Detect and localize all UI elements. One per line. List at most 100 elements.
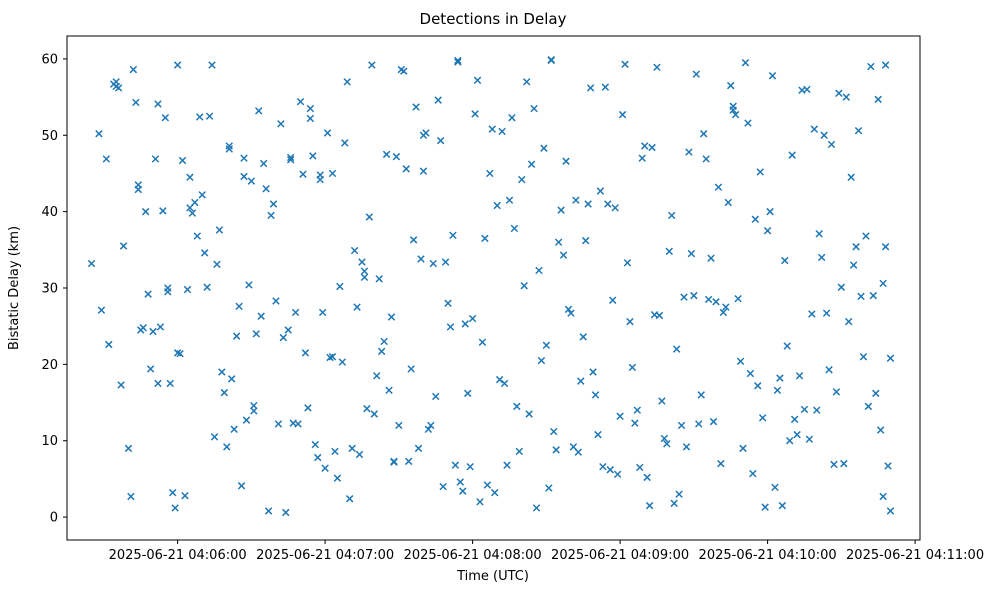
scatter-marker	[621, 60, 629, 68]
scatter-marker	[690, 291, 698, 300]
scatter-marker	[451, 461, 460, 469]
scatter-marker	[537, 356, 546, 365]
scatter-marker	[444, 299, 452, 308]
scatter-marker	[119, 242, 128, 250]
scatter-marker	[176, 349, 184, 358]
scatter-marker	[540, 144, 548, 152]
scatter-marker	[424, 425, 433, 434]
scatter-marker	[778, 501, 787, 510]
scatter-marker	[518, 175, 526, 184]
scatter-marker	[314, 453, 322, 462]
scatter-marker	[859, 352, 868, 361]
scatter-marker	[124, 444, 133, 453]
plot-background	[67, 36, 920, 540]
scatter-marker	[692, 70, 701, 78]
scatter-marker	[161, 113, 170, 122]
scatter-marker	[360, 267, 369, 275]
scatter-marker	[554, 238, 563, 246]
scatter-marker	[758, 414, 767, 422]
scatter-marker	[149, 327, 157, 336]
scatter-marker	[476, 498, 484, 506]
scatter-marker	[685, 148, 693, 156]
scatter-marker	[390, 457, 398, 466]
scatter-marker	[623, 259, 632, 267]
scatter-marker	[872, 389, 880, 398]
scatter-marker	[687, 249, 696, 258]
scatter-marker	[97, 306, 106, 314]
scatter-marker	[736, 357, 745, 366]
scatter-marker	[697, 391, 705, 399]
scatter-marker	[643, 473, 651, 482]
scatter-marker	[282, 508, 290, 517]
scatter-marker	[269, 200, 278, 208]
scatter-marker	[702, 155, 710, 163]
scatter-marker	[456, 478, 465, 486]
scatter-marker	[262, 184, 270, 193]
scatter-marker	[414, 444, 423, 453]
scatter-marker	[613, 470, 622, 479]
scatter-marker	[788, 151, 796, 159]
x-tick-label: 2025-06-21 04:07:00	[256, 548, 394, 563]
scatter-marker	[483, 481, 492, 489]
scatter-marker	[419, 167, 428, 175]
scatter-marker	[402, 165, 410, 173]
scatter-marker	[493, 201, 501, 210]
scatter-marker	[151, 155, 160, 163]
scatter-marker	[717, 459, 725, 468]
scatter-marker	[606, 466, 614, 474]
scatter-marker	[525, 410, 533, 418]
scatter-marker	[822, 309, 831, 317]
scatter-marker	[663, 440, 671, 448]
scatter-marker	[817, 253, 826, 262]
scatter-marker	[876, 426, 885, 434]
scatter-marker	[577, 377, 585, 385]
scatter-marker	[427, 421, 435, 430]
scatter-marker	[385, 386, 393, 395]
scatter-marker	[439, 482, 447, 491]
scatter-marker	[724, 198, 732, 207]
scatter-marker	[181, 491, 189, 500]
scatter-marker	[306, 114, 315, 123]
scatter-marker	[294, 420, 302, 428]
scatter-marker	[223, 443, 231, 451]
y-tick-label: 10	[41, 434, 58, 449]
scatter-marker	[542, 341, 551, 350]
scatter-marker	[712, 298, 720, 306]
scatter-marker	[459, 487, 467, 495]
scatter-marker	[404, 457, 413, 466]
scatter-marker	[527, 160, 536, 169]
scatter-marker	[739, 444, 747, 453]
scatter-marker	[255, 107, 263, 115]
scatter-marker	[675, 490, 683, 498]
scatter-marker	[159, 207, 167, 215]
scatter-marker	[864, 402, 873, 411]
scatter-marker	[146, 365, 155, 373]
y-tick-label: 30	[41, 282, 58, 297]
scatter-marker	[535, 266, 543, 275]
scatter-marker	[446, 323, 455, 331]
scatter-marker	[284, 326, 292, 334]
scatter-marker	[373, 372, 381, 380]
scatter-marker	[505, 196, 514, 204]
scatter-marker	[434, 96, 442, 104]
scatter-marker	[286, 155, 295, 164]
scatter-marker	[355, 450, 364, 459]
scatter-marker	[655, 311, 664, 320]
scatter-marker	[166, 379, 174, 388]
scatter-marker	[203, 283, 211, 291]
scatter-marker	[191, 198, 199, 207]
x-tick-label: 2025-06-21 04:10:00	[699, 548, 837, 563]
scatter-marker	[417, 255, 425, 263]
y-axis-ticks: 0 10 20 30 40 50 60	[41, 52, 67, 526]
scatter-marker	[849, 261, 858, 269]
scatter-marker	[178, 156, 187, 165]
scatter-marker	[707, 254, 715, 262]
scatter-marker	[503, 461, 511, 469]
scatter-marker	[581, 236, 590, 245]
scatter-marker	[449, 231, 457, 240]
scatter-marker	[746, 369, 755, 378]
scatter-marker	[579, 333, 587, 341]
scatter-marker	[658, 397, 666, 405]
scatter-marker	[749, 469, 757, 478]
scatter-marker	[754, 382, 762, 390]
